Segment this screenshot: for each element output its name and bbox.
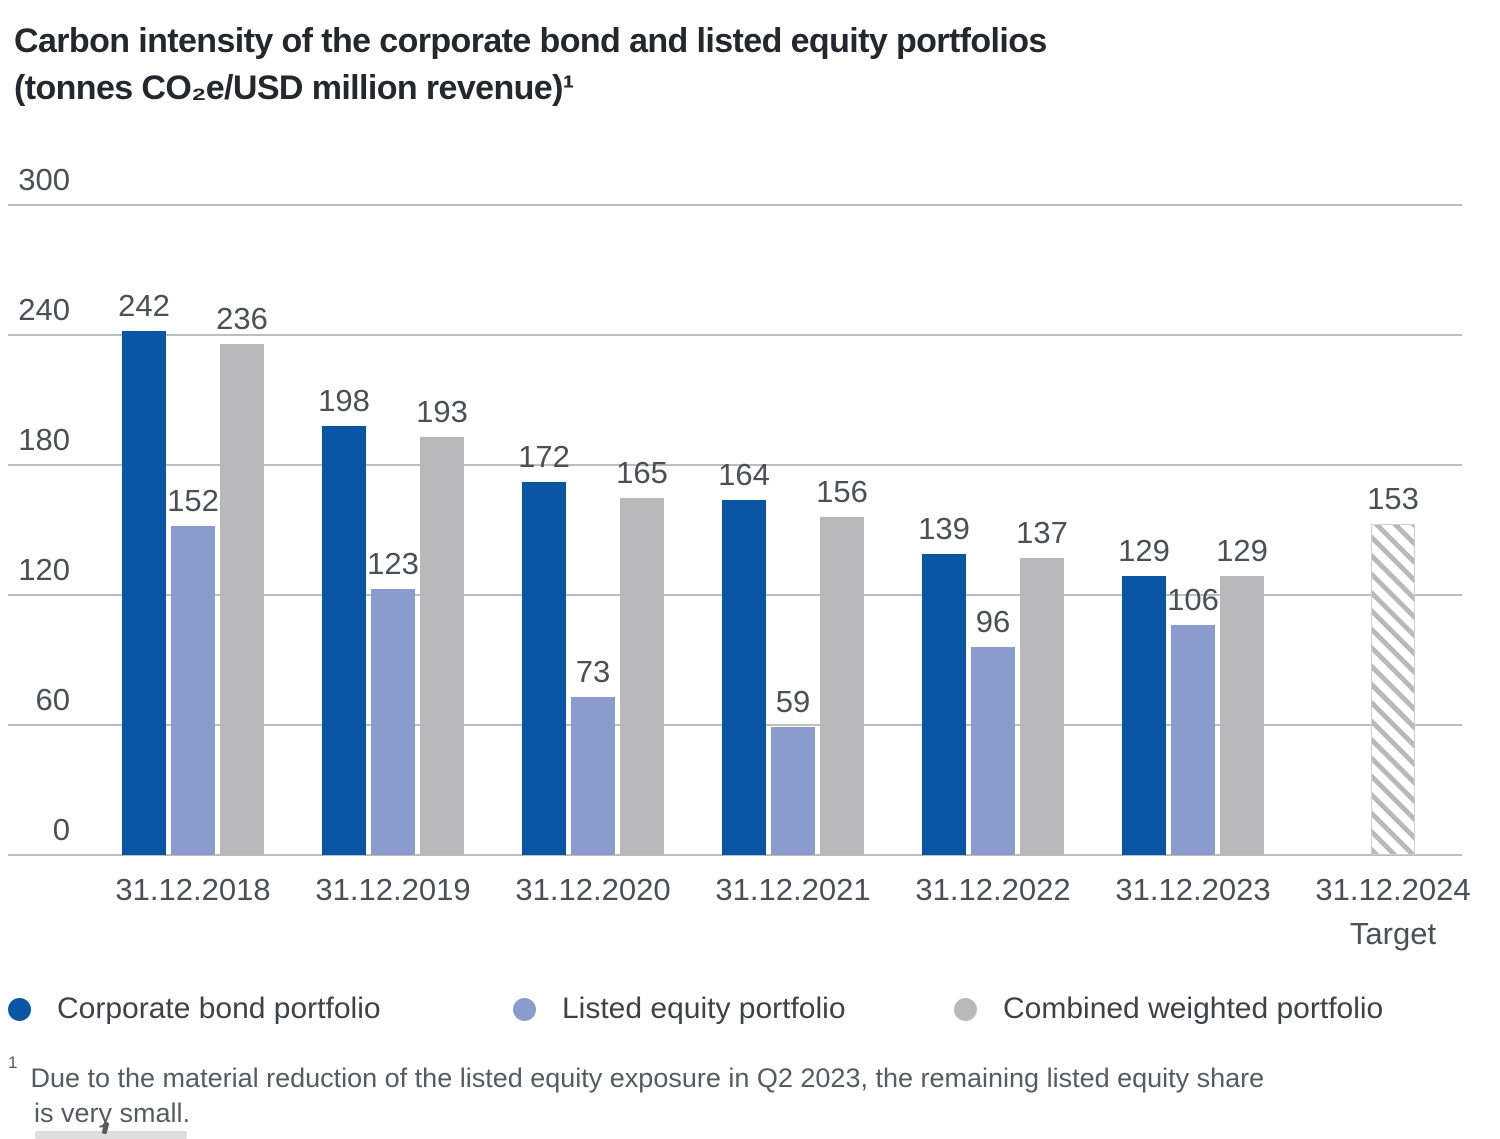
x-axis-label-31.12.2022: 31.12.2022 (915, 872, 1071, 907)
bar-listed-equity-portfolio-31.12.2022 (971, 647, 1015, 855)
y-axis-tick-180: 180 (18, 422, 70, 457)
bar-value-label-listed-equity-portfolio-31.12.2019: 123 (367, 545, 419, 581)
bar-corporate-bond-portfolio-31.12.2020 (522, 482, 566, 855)
y-axis-tick-60: 60 (35, 682, 70, 717)
bar-value-label-listed-equity-portfolio-31.12.2023: 106 (1167, 582, 1219, 618)
y-axis-tick-240: 240 (18, 292, 70, 327)
legend-dot-combined-weighted-portfolio (954, 997, 977, 1021)
footnote: 1 Due to the material reduction of the li… (8, 1053, 1265, 1131)
chart-title-line2: (tonnes CO₂e/USD million revenue)¹ (14, 69, 574, 107)
legend-item-combined-weighted-portfolio: Combined weighted portfolio (954, 992, 1383, 1026)
legend-item-corporate-bond-portfolio: Corporate bond portfolio (8, 992, 381, 1026)
bar-value-label-target-31.12.2024: 153 (1367, 480, 1419, 516)
bar-value-label-corporate-bond-portfolio-31.12.2020: 172 (518, 439, 570, 475)
gridline-180 (8, 464, 1462, 466)
footnote-line2: is very small. (34, 1098, 191, 1128)
bar-combined-weighted-portfolio-31.12.2018 (220, 343, 264, 855)
bar-value-label-listed-equity-portfolio-31.12.2021: 59 (775, 684, 811, 720)
bar-value-label-corporate-bond-portfolio-31.12.2022: 139 (918, 510, 970, 546)
bar-combined-weighted-portfolio-31.12.2019 (420, 436, 464, 855)
bar-listed-equity-portfolio-31.12.2019 (371, 588, 415, 855)
bar-corporate-bond-portfolio-31.12.2023 (1122, 575, 1166, 855)
bar-value-label-combined-weighted-portfolio-31.12.2018: 236 (216, 300, 268, 336)
bar-corporate-bond-portfolio-31.12.2018 (122, 330, 166, 855)
bar-value-label-corporate-bond-portfolio-31.12.2019: 198 (318, 383, 370, 418)
legend-item-listed-equity-portfolio: Listed equity portfolio (513, 992, 846, 1026)
bar-listed-equity-portfolio-31.12.2023 (1171, 625, 1215, 855)
bar-target-31.12.2024 (1371, 523, 1415, 855)
bar-corporate-bond-portfolio-31.12.2021 (722, 499, 766, 855)
legend-label-listed-equity-portfolio: Listed equity portfolio (562, 992, 846, 1025)
x-axis-label-31.12.2021: 31.12.2021 (715, 872, 871, 907)
x-axis-label-31.12.2023: 31.12.2023 (1115, 872, 1271, 907)
bar-value-label-combined-weighted-portfolio-31.12.2022: 137 (1016, 515, 1068, 551)
footnote-superscript: 1 (8, 1053, 18, 1072)
x-axis-label-31.12.2024: 31.12.2024 (1315, 872, 1471, 907)
gridline-240 (8, 334, 1462, 336)
bar-listed-equity-portfolio-31.12.2020 (571, 696, 615, 855)
bar-corporate-bond-portfolio-31.12.2019 (322, 426, 366, 855)
bar-listed-equity-portfolio-31.12.2018 (171, 525, 215, 855)
bar-value-label-listed-equity-portfolio-31.12.2020: 73 (575, 653, 611, 689)
bar-combined-weighted-portfolio-31.12.2023 (1220, 575, 1264, 855)
bar-value-label-listed-equity-portfolio-31.12.2018: 152 (167, 482, 219, 518)
bar-combined-weighted-portfolio-31.12.2022 (1020, 558, 1064, 855)
bar-value-label-combined-weighted-portfolio-31.12.2023: 129 (1216, 532, 1268, 568)
legend-label-combined-weighted-portfolio: Combined weighted portfolio (1003, 992, 1384, 1025)
footnote-line1: 1 Due to the material reduction of the li… (8, 1053, 1265, 1096)
cropped-text-remnant (35, 1131, 187, 1139)
gridline-300 (8, 204, 1462, 206)
x-axis-sublabel-target: Target (1349, 916, 1437, 951)
legend-label-corporate-bond-portfolio: Corporate bond portfolio (57, 992, 381, 1025)
bar-value-label-corporate-bond-portfolio-31.12.2021: 164 (718, 456, 770, 492)
y-axis-tick-300: 300 (18, 162, 70, 197)
bar-corporate-bond-portfolio-31.12.2022 (922, 553, 966, 855)
chart-title-line1: Carbon intensity of the corporate bond a… (14, 22, 1047, 60)
bar-value-label-listed-equity-portfolio-31.12.2022: 96 (975, 604, 1011, 639)
y-axis-tick-0: 0 (52, 812, 70, 847)
legend-dot-corporate-bond-portfolio (8, 997, 31, 1021)
bar-combined-weighted-portfolio-31.12.2020 (620, 497, 664, 855)
footnote-text: Due to the material reduction of the lis… (30, 1063, 1265, 1093)
bar-combined-weighted-portfolio-31.12.2021 (820, 517, 864, 855)
bar-value-label-combined-weighted-portfolio-31.12.2020: 165 (616, 454, 668, 490)
bar-value-label-combined-weighted-portfolio-31.12.2021: 156 (816, 474, 868, 509)
legend-dot-listed-equity-portfolio (513, 997, 536, 1021)
bar-value-label-combined-weighted-portfolio-31.12.2019: 193 (416, 393, 468, 429)
bar-value-label-corporate-bond-portfolio-31.12.2018: 242 (118, 287, 170, 323)
bar-value-label-corporate-bond-portfolio-31.12.2023: 129 (1118, 532, 1170, 568)
gridline-0 (8, 854, 1462, 856)
y-axis-tick-120: 120 (18, 552, 70, 587)
bar-listed-equity-portfolio-31.12.2021 (771, 727, 815, 855)
x-axis-label-31.12.2018: 31.12.2018 (115, 872, 271, 907)
x-axis-label-31.12.2020: 31.12.2020 (515, 872, 671, 907)
chart-title: Carbon intensity of the corporate bond a… (14, 18, 1047, 112)
x-axis-label-31.12.2019: 31.12.2019 (315, 872, 471, 907)
